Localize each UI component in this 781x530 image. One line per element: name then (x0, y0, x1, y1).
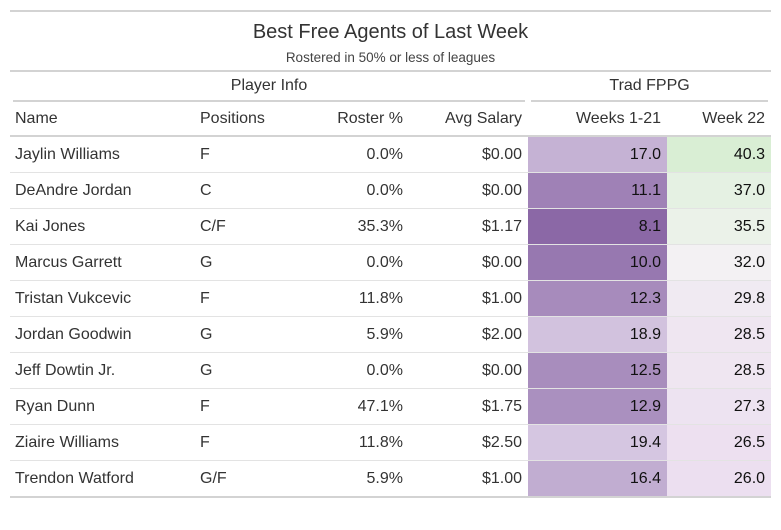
cell-salary: $0.00 (409, 244, 529, 281)
cell-weeks-1-21: 11.1 (528, 172, 668, 209)
column-header-weeks-1-21[interactable]: Weeks 1-21 (528, 102, 668, 137)
cell-name: Trendon Watford (10, 460, 195, 498)
cell-name: Ryan Dunn (10, 388, 195, 425)
cell-roster: 35.3% (291, 208, 409, 245)
cell-name: Kai Jones (10, 208, 195, 245)
column-header-positions[interactable]: Positions (195, 102, 291, 137)
cell-weeks-1-21: 12.9 (528, 388, 668, 425)
cell-week-22: 32.0 (667, 244, 772, 281)
cell-salary: $0.00 (409, 352, 529, 389)
cell-positions: F (195, 388, 291, 425)
cell-roster: 11.8% (291, 424, 409, 461)
cell-name: Jordan Goodwin (10, 316, 195, 353)
cell-weeks-1-21: 12.5 (528, 352, 668, 389)
cell-week-22: 28.5 (667, 352, 772, 389)
cell-week-22: 27.3 (667, 388, 772, 425)
table-row: Tristan Vukcevic F 11.8% $1.00 12.3 29.8 (10, 280, 772, 317)
table-row: Jordan Goodwin G 5.9% $2.00 18.9 28.5 (10, 316, 772, 353)
cell-roster: 11.8% (291, 280, 409, 317)
cell-salary: $1.75 (409, 388, 529, 425)
cell-name: Jaylin Williams (10, 136, 195, 173)
cell-roster: 0.0% (291, 244, 409, 281)
spanner-player-info: Player Info (10, 72, 528, 102)
cell-positions: G (195, 352, 291, 389)
cell-roster: 0.0% (291, 352, 409, 389)
cell-positions: C (195, 172, 291, 209)
cell-salary: $0.00 (409, 172, 529, 209)
cell-positions: G (195, 244, 291, 281)
cell-weeks-1-21: 17.0 (528, 136, 668, 173)
cell-roster: 0.0% (291, 172, 409, 209)
cell-name: Ziaire Williams (10, 424, 195, 461)
cell-name: Jeff Dowtin Jr. (10, 352, 195, 389)
free-agents-table: Player Info Trad FPPG Name Positions Ros… (10, 72, 772, 498)
table-row: Trendon Watford G/F 5.9% $1.00 16.4 26.0 (10, 460, 772, 498)
column-header-name[interactable]: Name (10, 102, 195, 137)
cell-weeks-1-21: 18.9 (528, 316, 668, 353)
table-container: Best Free Agents of Last Week Rostered i… (10, 10, 772, 498)
cell-positions: F (195, 424, 291, 461)
cell-positions: G/F (195, 460, 291, 498)
table-row: Jeff Dowtin Jr. G 0.0% $0.00 12.5 28.5 (10, 352, 772, 389)
table-row: Ziaire Williams F 11.8% $2.50 19.4 26.5 (10, 424, 772, 461)
cell-weeks-1-21: 16.4 (528, 460, 668, 498)
cell-weeks-1-21: 10.0 (528, 244, 668, 281)
table-subtitle: Rostered in 50% or less of leagues (285, 50, 496, 65)
table-row: Jaylin Williams F 0.0% $0.00 17.0 40.3 (10, 136, 772, 173)
table-row: Ryan Dunn F 47.1% $1.75 12.9 27.3 (10, 388, 772, 425)
spanner-trad-fppg: Trad FPPG (528, 72, 771, 102)
spanner-player-info-label: Player Info (13, 72, 526, 102)
cell-salary: $1.17 (409, 208, 529, 245)
cell-week-22: 28.5 (667, 316, 772, 353)
cell-positions: C/F (195, 208, 291, 245)
cell-positions: F (195, 280, 291, 317)
cell-salary: $1.00 (409, 280, 529, 317)
cell-salary: $2.50 (409, 424, 529, 461)
top-rule (10, 10, 771, 12)
table-title: Best Free Agents of Last Week (252, 21, 529, 43)
cell-week-22: 29.8 (667, 280, 772, 317)
cell-salary: $0.00 (409, 136, 529, 173)
cell-roster: 0.0% (291, 136, 409, 173)
cell-positions: G (195, 316, 291, 353)
cell-salary: $2.00 (409, 316, 529, 353)
spanner-trad-fppg-label: Trad FPPG (531, 72, 769, 102)
cell-week-22: 37.0 (667, 172, 772, 209)
cell-roster: 5.9% (291, 316, 409, 353)
column-header-salary[interactable]: Avg Salary (409, 102, 529, 137)
cell-weeks-1-21: 8.1 (528, 208, 668, 245)
cell-week-22: 26.5 (667, 424, 772, 461)
cell-week-22: 26.0 (667, 460, 772, 498)
cell-roster: 5.9% (291, 460, 409, 498)
header-rule (10, 70, 771, 72)
table-body: Jaylin Williams F 0.0% $0.00 17.0 40.3 D… (10, 136, 772, 498)
cell-weeks-1-21: 12.3 (528, 280, 668, 317)
cell-name: Marcus Garrett (10, 244, 195, 281)
cell-positions: F (195, 136, 291, 173)
table-row: Kai Jones C/F 35.3% $1.17 8.1 35.5 (10, 208, 772, 245)
cell-week-22: 35.5 (667, 208, 772, 245)
table-row: Marcus Garrett G 0.0% $0.00 10.0 32.0 (10, 244, 772, 281)
cell-name: Tristan Vukcevic (10, 280, 195, 317)
cell-roster: 47.1% (291, 388, 409, 425)
table-row: DeAndre Jordan C 0.0% $0.00 11.1 37.0 (10, 172, 772, 209)
cell-weeks-1-21: 19.4 (528, 424, 668, 461)
column-header-week-22[interactable]: Week 22 (667, 102, 772, 137)
column-header-roster[interactable]: Roster % (291, 102, 409, 137)
cell-salary: $1.00 (409, 460, 529, 498)
cell-week-22: 40.3 (667, 136, 772, 173)
cell-name: DeAndre Jordan (10, 172, 195, 209)
